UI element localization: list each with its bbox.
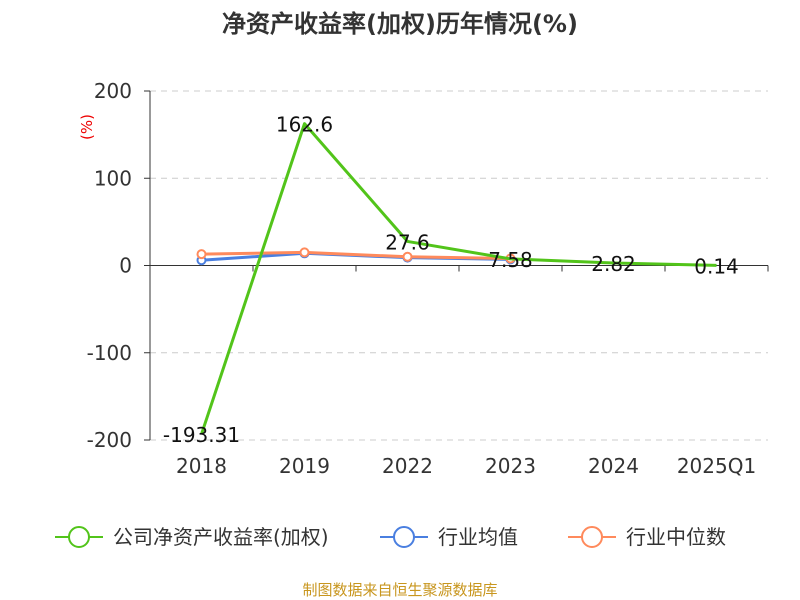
data-label: 7.58 [488, 248, 533, 272]
data-label: 2.82 [591, 252, 636, 276]
source-note: 制图数据来自恒生聚源数据库 [302, 581, 497, 599]
data-point [402, 251, 413, 262]
data-point [196, 249, 207, 260]
y-tick-label: 0 [119, 254, 132, 278]
x-tick-label: 2025Q1 [677, 454, 756, 478]
legend-marker [581, 526, 603, 548]
data-label: 27.6 [385, 230, 430, 254]
y-axis-label: (%) [78, 114, 96, 140]
x-tick-label: 2018 [176, 454, 227, 478]
y-tick-label: 100 [94, 166, 132, 190]
y-tick-label: -200 [87, 428, 132, 452]
data-label: 162.6 [276, 113, 333, 137]
legend-marker [393, 526, 415, 548]
legend-marker [68, 526, 90, 548]
x-tick-label: 2019 [279, 454, 330, 478]
data-label: -193.31 [163, 423, 240, 447]
legend-label: 行业中位数 [626, 525, 726, 549]
series-line-2 [201, 250, 511, 261]
series-line-0 [200, 122, 717, 435]
data-label: 0.14 [694, 254, 739, 278]
x-tick-label: 2022 [382, 454, 433, 478]
legend-label: 行业均值 [438, 525, 518, 549]
chart-title: 净资产收益率(加权)历年情况(%) [222, 10, 578, 38]
legend-label: 公司净资产收益率(加权) [113, 525, 329, 549]
x-tick-label: 2023 [485, 454, 536, 478]
x-tick-label: 2024 [588, 454, 639, 478]
y-tick-label: -100 [87, 341, 132, 365]
data-point [299, 247, 310, 258]
y-tick-label: 200 [94, 79, 132, 103]
